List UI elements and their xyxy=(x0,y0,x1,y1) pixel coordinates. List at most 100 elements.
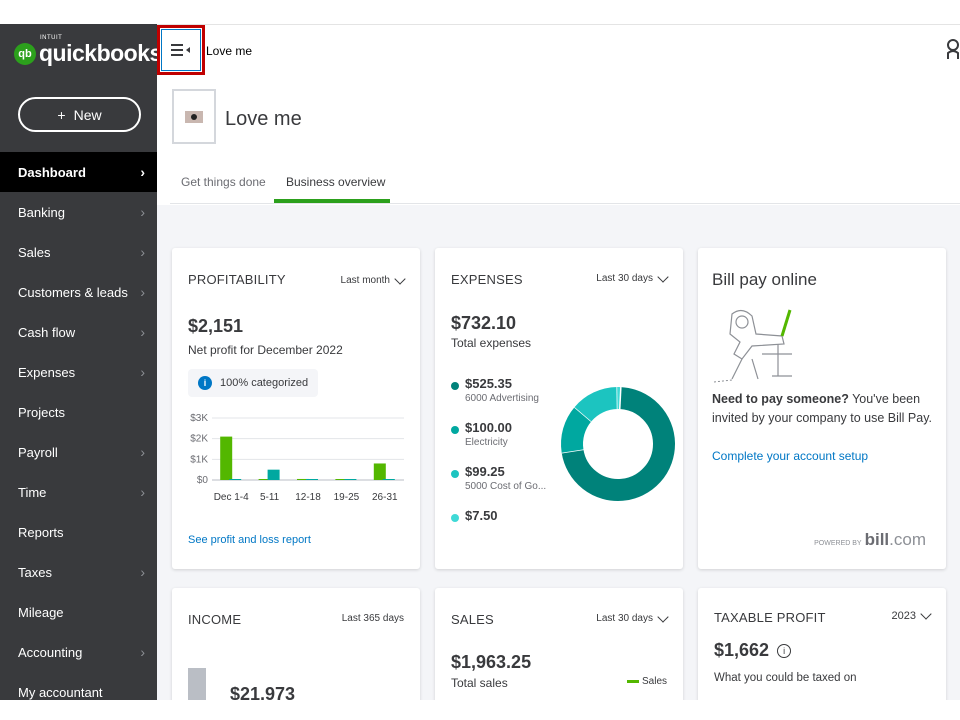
complete-setup-link[interactable]: Complete your account setup xyxy=(712,449,869,463)
legend-dot xyxy=(451,470,459,478)
donut-slice[interactable] xyxy=(561,387,675,501)
taxable-profit-card: TAXABLE PROFIT 2023 $1,662 i What you co… xyxy=(698,588,946,700)
sidebar-item-taxes[interactable]: Taxes › xyxy=(0,552,157,592)
sidebar-item-label: Expenses xyxy=(18,364,76,380)
period-dropdown[interactable]: Last 30 days xyxy=(596,610,669,624)
sidebar-item-customers-leads[interactable]: Customers & leads › xyxy=(0,272,157,312)
categorized-badge[interactable]: i 100% categorized xyxy=(188,369,319,397)
x-tick-label: Dec 1-4 xyxy=(214,492,249,503)
page-title: Love me xyxy=(225,108,302,130)
income-card: INCOME Last 365 days $21,973 xyxy=(172,588,420,700)
profit-bar[interactable] xyxy=(382,479,395,480)
sidebar-item-label: Payroll xyxy=(18,444,58,460)
dashboard-area: PROFITABILITY Last month $2,151 Net prof… xyxy=(157,205,960,700)
profit-bar[interactable] xyxy=(229,479,242,480)
collapse-menu-button[interactable] xyxy=(157,25,205,75)
expense-legend-item[interactable]: $7.50 xyxy=(451,508,546,552)
card-title: TAXABLE PROFIT xyxy=(714,610,826,625)
sidebar: qb INTUIT quickbooks + New Dashboard › Ban… xyxy=(0,24,162,700)
donut-separator xyxy=(619,387,622,410)
profit-bar[interactable] xyxy=(297,478,309,480)
company-logo[interactable] xyxy=(172,89,216,144)
sales-card: SALES Last 30 days $1,963.25 Total sales… xyxy=(435,588,683,700)
y-tick-label: $0 xyxy=(197,475,209,486)
sidebar-item-expenses[interactable]: Expenses › xyxy=(0,352,157,392)
donut-separator xyxy=(561,448,584,454)
legend-dot xyxy=(451,426,459,434)
sidebar-item-cash-flow[interactable]: Cash flow › xyxy=(0,312,157,352)
sidebar-item-accounting[interactable]: Accounting › xyxy=(0,632,157,672)
dashboard-tabs: Get things done Business overview xyxy=(170,162,960,204)
sidebar-item-projects[interactable]: Projects xyxy=(0,392,157,432)
expense-legend-item[interactable]: $100.00 Electricity xyxy=(451,420,546,464)
expense-legend-item[interactable]: $525.35 6000 Advertising xyxy=(451,376,546,420)
user-profile-icon[interactable] xyxy=(946,38,960,60)
sidebar-item-reports[interactable]: Reports xyxy=(0,512,157,552)
card-title: SALES xyxy=(451,612,494,627)
chevron-right-icon: › xyxy=(140,644,145,660)
sidebar-item-my-accountant[interactable]: My accountant xyxy=(0,672,157,712)
expense-value: $525.35 xyxy=(465,376,512,391)
y-tick-label: $3K xyxy=(190,413,208,424)
qb-badge-icon: qb xyxy=(14,42,36,65)
expense-legend-item[interactable]: $99.25 5000 Cost of Go... xyxy=(451,464,546,508)
total-expenses-amount: $732.10 xyxy=(451,313,517,333)
chevron-right-icon: › xyxy=(140,564,145,580)
x-tick-label: 19-25 xyxy=(334,492,360,503)
profit-bar[interactable] xyxy=(220,436,233,480)
profit-bar[interactable] xyxy=(306,479,318,480)
profit-bar[interactable] xyxy=(267,469,280,480)
total-sales-caption: Total sales xyxy=(451,676,508,690)
company-name-label: Love me xyxy=(206,44,253,58)
chevron-right-icon: › xyxy=(140,204,145,220)
total-sales-amount: $1,963.25 xyxy=(451,652,532,672)
powered-by-bill-logo: POWERED BY bill .com xyxy=(814,530,926,549)
sidebar-item-label: Reports xyxy=(18,524,64,540)
chevron-right-icon: › xyxy=(140,444,145,460)
sidebar-item-time[interactable]: Time › xyxy=(0,472,157,512)
company-logo-image xyxy=(185,110,203,123)
tab-business-overview[interactable]: Business overview xyxy=(286,175,386,189)
sidebar-item-mileage[interactable]: Mileage xyxy=(0,592,157,632)
sidebar-item-sales[interactable]: Sales › xyxy=(0,232,157,272)
expense-label: 6000 Advertising xyxy=(465,393,539,404)
expense-value: $100.00 xyxy=(465,420,512,435)
y-tick-label: $2K xyxy=(190,434,208,445)
period-label: Last 365 days xyxy=(341,613,404,624)
profit-bar-chart: $3K $2K $1K $0 Dec 1-4 5-11 12-18 19-25 26-31 xyxy=(190,413,404,503)
chevron-right-icon: › xyxy=(140,284,145,300)
donut-slice[interactable] xyxy=(574,387,619,422)
info-icon[interactable]: i xyxy=(777,643,792,658)
sidebar-item-label: Mileage xyxy=(18,604,64,620)
hamburger-collapse-icon xyxy=(171,44,190,56)
profit-bar[interactable] xyxy=(373,463,386,480)
sidebar-item-label: Taxes xyxy=(18,564,52,580)
legend-swatch xyxy=(626,680,639,683)
sidebar-item-banking[interactable]: Banking › xyxy=(0,192,157,232)
net-profit-caption: Net profit for December 2022 xyxy=(188,343,343,357)
sidebar-item-dashboard[interactable]: Dashboard › xyxy=(0,152,157,192)
total-expenses-caption: Total expenses xyxy=(451,336,532,350)
profit-bar[interactable] xyxy=(344,479,357,480)
profit-bar[interactable] xyxy=(335,479,348,480)
chevron-right-icon: › xyxy=(140,484,145,500)
profit-bar[interactable] xyxy=(258,479,271,480)
sidebar-item-label: Customers & leads xyxy=(18,284,128,300)
new-button[interactable]: + New xyxy=(18,97,141,132)
chevron-right-icon: › xyxy=(140,164,145,180)
donut-separator xyxy=(574,406,592,422)
sidebar-nav: Dashboard › Banking › Sales › Customers & lead… xyxy=(0,152,157,712)
period-dropdown[interactable]: Last month xyxy=(341,272,406,286)
sidebar-item-payroll[interactable]: Payroll › xyxy=(0,432,157,472)
quickbooks-logo[interactable]: qb INTUIT quickbooks xyxy=(14,35,162,67)
period-dropdown[interactable]: Last 30 days xyxy=(596,270,669,284)
tab-get-things-done[interactable]: Get things done xyxy=(181,175,266,189)
year-dropdown[interactable]: 2023 xyxy=(892,608,932,622)
profit-loss-report-link[interactable]: See profit and loss report xyxy=(188,534,311,546)
y-tick-label: $1K xyxy=(190,454,208,465)
intuit-wordmark: INTUIT xyxy=(40,35,63,41)
expense-value: $99.25 xyxy=(465,464,505,479)
expense-legend: $525.35 6000 Advertising $100.00 Electricit… xyxy=(451,376,546,552)
donut-slice[interactable] xyxy=(561,407,592,453)
sidebar-item-label: Time xyxy=(18,484,47,500)
